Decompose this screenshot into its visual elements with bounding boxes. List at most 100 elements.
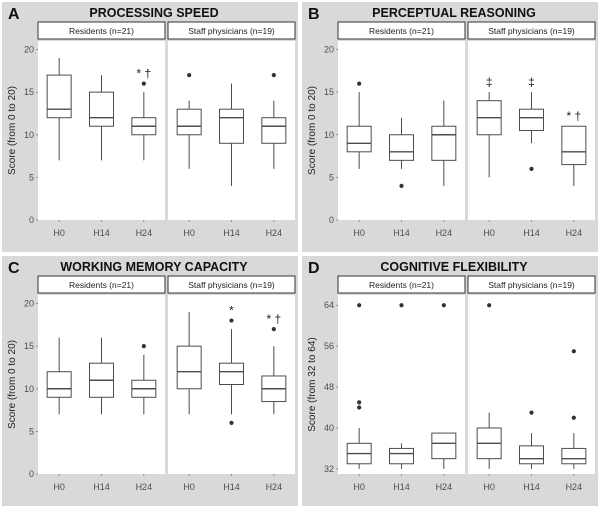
facet-strip <box>467 21 596 40</box>
box <box>219 108 244 144</box>
y-tick-label: 20 <box>24 299 34 309</box>
x-tick-label: H24 <box>266 228 283 238</box>
outlier-point <box>141 81 146 86</box>
x-tick-label: H14 <box>93 482 110 492</box>
significance-annotation: * † <box>136 67 151 81</box>
x-tick-label: H0 <box>353 228 365 238</box>
x-tick-label: H14 <box>393 482 410 492</box>
x-tick-label: H24 <box>136 482 153 492</box>
outlier-point <box>187 72 192 78</box>
panel-letter: B <box>308 6 320 23</box>
outlier-point <box>271 326 276 332</box>
box <box>89 91 114 127</box>
facet-strip-label: Residents (n=21) <box>369 26 434 36</box>
x-tick-label: H14 <box>393 228 410 238</box>
facet-strip <box>337 21 466 40</box>
facet-strip-label: Staff physicians (n=19) <box>488 280 575 290</box>
box <box>519 108 544 131</box>
x-tick-label: H14 <box>93 228 110 238</box>
y-tick-label: 48 <box>324 382 334 392</box>
y-tick-label: 40 <box>324 423 334 433</box>
panel-a: A PROCESSING SPEED Score (from 0 to 20) 0 5 1… <box>0 0 300 254</box>
outlier-point <box>441 303 446 308</box>
x-tick-label: H0 <box>353 482 365 492</box>
facet-strip <box>37 275 166 294</box>
panel-d: D COGNITIVE FLEXIBILITY Score (from 32 to … <box>300 254 600 508</box>
box <box>46 371 72 398</box>
facet-strip <box>37 21 166 40</box>
x-tick-label: H24 <box>436 482 453 492</box>
y-tick-label: 0 <box>329 215 334 225</box>
x-tick-label: H14 <box>523 482 540 492</box>
box <box>561 447 587 465</box>
x-tick-label: H0 <box>53 482 65 492</box>
outlier-point <box>357 405 362 410</box>
y-axis-label: Score (from 32 to 64) <box>307 337 318 431</box>
y-tick-label: 5 <box>29 426 34 436</box>
outlier-point <box>487 303 492 308</box>
significance-annotation: * † <box>566 109 581 123</box>
x-tick-label: H0 <box>53 228 65 238</box>
y-tick-label: 5 <box>29 172 34 182</box>
box <box>346 125 372 153</box>
y-tick-label: 32 <box>324 464 334 474</box>
panel-title: COGNITIVE FLEXIBILITY <box>380 260 528 274</box>
x-tick-label: H14 <box>223 482 240 492</box>
x-tick-label: H14 <box>523 228 540 238</box>
y-tick-label: 5 <box>329 172 334 182</box>
x-tick-label: H0 <box>183 228 195 238</box>
significance-annotation: * † <box>266 312 281 326</box>
outlier-point <box>271 72 276 78</box>
panel-title: PERCEPTUAL REASONING <box>372 6 536 20</box>
x-tick-label: H24 <box>436 228 453 238</box>
box <box>261 117 287 144</box>
facet-strip-label: Staff physicians (n=19) <box>488 26 575 36</box>
y-tick-label: 0 <box>29 215 34 225</box>
y-tick-label: 15 <box>24 341 34 351</box>
x-tick-label: H0 <box>183 482 195 492</box>
y-tick-label: 10 <box>24 130 34 140</box>
panel-d-chart: D COGNITIVE FLEXIBILITY Score (from 32 to … <box>302 256 598 506</box>
panel-letter: C <box>8 260 20 277</box>
box <box>219 362 244 385</box>
facet-strip <box>337 275 466 294</box>
box <box>519 445 544 465</box>
panel-letter: A <box>8 6 20 23</box>
box <box>46 74 72 119</box>
facet-strip-label: Residents (n=21) <box>369 280 434 290</box>
facet-strip-label: Residents (n=21) <box>69 280 134 290</box>
outlier-point <box>529 166 534 171</box>
outlier-point <box>571 349 576 354</box>
x-tick-label: H24 <box>266 482 283 492</box>
x-tick-label: H0 <box>483 228 495 238</box>
facet-strip-label: Staff physicians (n=19) <box>188 280 275 290</box>
panel-c: C WORKING MEMORY CAPACITY Score (from 0 to… <box>0 254 300 508</box>
panel-letter: D <box>308 260 320 277</box>
facet-strip-label: Residents (n=21) <box>69 26 134 36</box>
y-tick-label: 56 <box>324 341 334 351</box>
y-axis-label: Score (from 0 to 20) <box>7 86 18 175</box>
facet-strip-label: Staff physicians (n=19) <box>188 26 275 36</box>
x-tick-label: H0 <box>483 482 495 492</box>
y-tick-label: 20 <box>324 45 334 55</box>
x-tick-label: H24 <box>566 482 583 492</box>
y-axis-label: Score (from 0 to 20) <box>307 86 318 175</box>
y-tick-label: 0 <box>29 469 34 479</box>
panel-a-chart: A PROCESSING SPEED Score (from 0 to 20) 0 5 1… <box>2 2 298 252</box>
x-tick-label: H14 <box>223 228 240 238</box>
panel-c-chart: C WORKING MEMORY CAPACITY Score (from 0 to… <box>2 256 298 506</box>
box <box>389 447 414 465</box>
outlier-point <box>141 344 146 349</box>
x-tick-label: H24 <box>136 228 153 238</box>
panel-b-chart: B PERCEPTUAL REASONING Score (from 0 to 20… <box>302 2 598 252</box>
facet-strip <box>167 21 296 40</box>
box <box>176 345 202 390</box>
y-tick-label: 10 <box>324 130 334 140</box>
y-tick-label: 64 <box>324 300 334 310</box>
significance-annotation: * <box>229 304 234 318</box>
panel-title: WORKING MEMORY CAPACITY <box>60 260 248 274</box>
panel-title: PROCESSING SPEED <box>89 6 218 20</box>
outlier-point <box>357 303 362 308</box>
y-tick-label: 15 <box>24 87 34 97</box>
